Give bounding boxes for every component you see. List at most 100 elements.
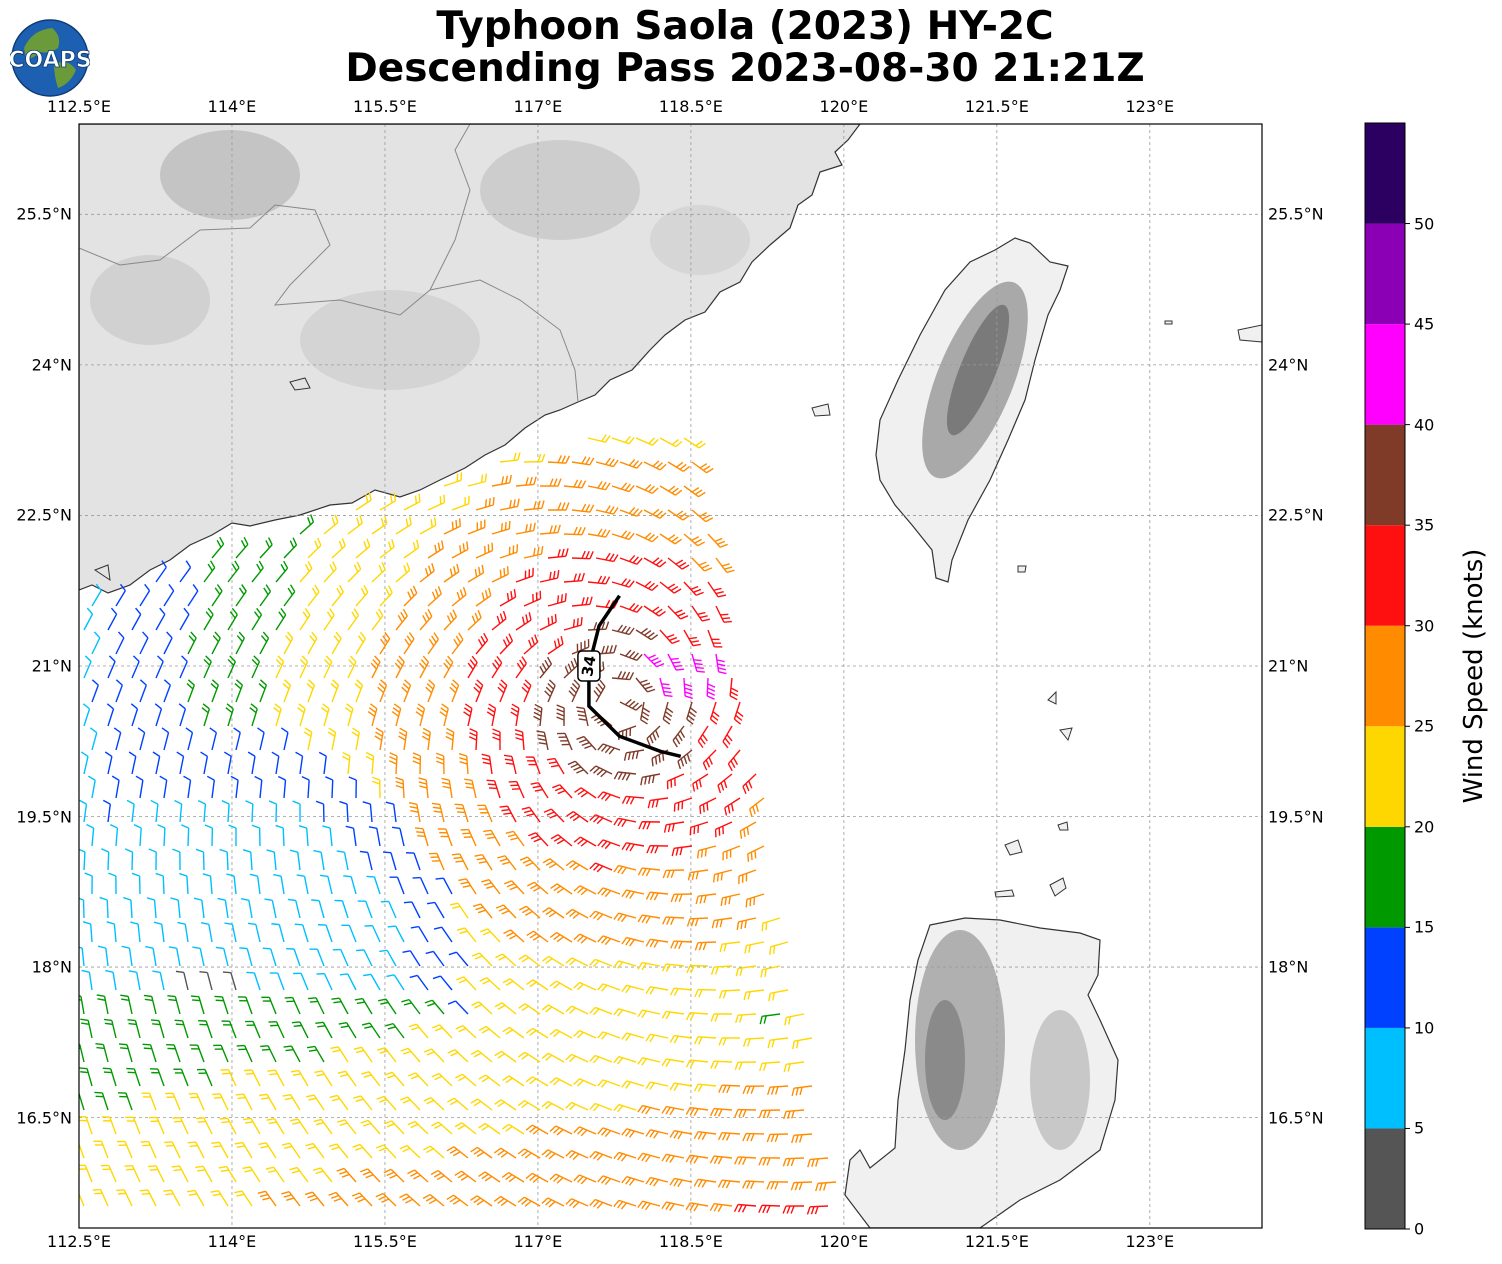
wind-barb (193, 897, 205, 919)
wind-barb (431, 1121, 453, 1135)
wind-barb (611, 671, 635, 681)
wind-barb (683, 437, 706, 449)
wind-barb (661, 1010, 685, 1020)
colorbar-tick-label: 0 (1414, 1219, 1425, 1239)
wind-barb (621, 1080, 645, 1089)
wind-barb (79, 1142, 85, 1159)
wind-barb (455, 1024, 477, 1039)
lat-tick-label-left: 22.5°N (16, 505, 72, 525)
wind-barb (722, 845, 741, 861)
wind-barb (190, 995, 205, 1015)
wind-barb (427, 586, 442, 607)
wind-barb (439, 703, 449, 727)
wind-barb (179, 872, 189, 895)
wind-barb (547, 502, 570, 511)
wind-barb (467, 564, 485, 583)
wind-barb (84, 872, 93, 895)
wind-barb (133, 824, 142, 847)
wind-barb (386, 974, 405, 991)
wind-barb (139, 1189, 157, 1207)
wind-barb (669, 1082, 693, 1091)
wind-barb (687, 869, 709, 881)
wind-barb (645, 1129, 669, 1139)
wind-barb (113, 727, 122, 751)
wind-barb (407, 1072, 429, 1087)
wind-barb (501, 1123, 525, 1135)
wind-barb (686, 917, 709, 927)
wind-barb (515, 522, 536, 535)
wind-barb (289, 1166, 309, 1183)
wind-barb (299, 514, 315, 535)
wind-barb (443, 518, 461, 535)
wind-barb (395, 608, 408, 631)
wind-barb (257, 1190, 277, 1207)
island (1047, 690, 1057, 705)
wind-barb (621, 1032, 645, 1041)
wind-barb (154, 703, 163, 727)
colorbar-bin (1365, 424, 1405, 526)
colorbar-tick-label: 15 (1414, 917, 1435, 937)
wind-barb (82, 921, 93, 943)
wind-barb (235, 1093, 253, 1111)
colorbar-tick-label: 25 (1414, 716, 1435, 736)
wind-barb (159, 775, 168, 799)
wind-barb (387, 925, 405, 943)
wind-barb (549, 1173, 573, 1184)
wind-barb (729, 677, 739, 701)
wind-barb (79, 1067, 93, 1087)
wind-barb (313, 1118, 333, 1135)
wind-barb (315, 800, 325, 823)
colorbar-bin (1365, 324, 1405, 425)
wind-barb (692, 773, 709, 792)
colorbar-tick-label: 5 (1414, 1118, 1425, 1138)
wind-barb (314, 1070, 333, 1087)
colorbar-bin (1365, 525, 1405, 626)
wind-barb (271, 923, 285, 943)
wind-barb (479, 977, 501, 991)
wind-barb (456, 927, 477, 943)
logo-text: COAPS (10, 48, 90, 73)
wind-barb (611, 578, 635, 588)
wind-barb (691, 653, 705, 673)
wind-barb (297, 703, 306, 727)
wind-barb (659, 437, 683, 448)
wind-barb (307, 631, 318, 655)
wind-barb (742, 1037, 765, 1047)
wind-barb (197, 799, 207, 823)
colorbar-tick-label: 35 (1414, 515, 1435, 535)
wind-barb (100, 1164, 117, 1183)
wind-barb (96, 994, 109, 1015)
wind-barb (91, 583, 102, 607)
wind-barb (336, 1119, 357, 1135)
wind-barb (470, 1146, 493, 1159)
province-border (79, 204, 579, 403)
wind-barb (395, 562, 411, 583)
wind-barb (661, 963, 685, 972)
wind-barb (363, 973, 381, 991)
wind-barb (316, 972, 333, 991)
wind-barb (281, 1191, 301, 1207)
wind-barb (174, 1019, 189, 1039)
wind-barb (139, 631, 149, 655)
wind-barb (289, 849, 301, 871)
wind-barb (493, 1195, 517, 1207)
wind-barb (337, 1070, 357, 1087)
wind-barb (699, 797, 717, 815)
wind-barb (565, 860, 589, 871)
wind-barb (517, 1148, 541, 1159)
wind-barb (481, 753, 493, 775)
wind-barb (336, 1167, 357, 1183)
wind-barb (589, 1150, 613, 1161)
wind-barb (621, 889, 645, 899)
wind-barb (286, 947, 301, 967)
wind-barb (236, 1044, 253, 1063)
wind-barb (667, 557, 690, 570)
wind-barb (573, 1174, 597, 1185)
wind-barb (541, 1100, 565, 1111)
wind-barb (671, 845, 693, 857)
wind-barb (710, 1060, 733, 1069)
wind-barb (454, 803, 469, 823)
wind-barb (237, 996, 253, 1015)
wind-barb (224, 751, 232, 775)
luzon-mountains (1030, 1010, 1090, 1150)
